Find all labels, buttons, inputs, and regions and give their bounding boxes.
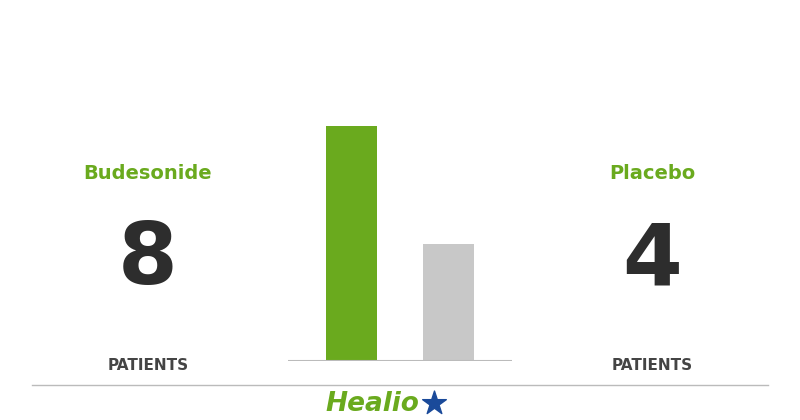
Text: PATIENTS: PATIENTS bbox=[107, 358, 189, 373]
Text: At week 10, pretreatment with budesonide was associated: At week 10, pretreatment with budesonide… bbox=[65, 32, 735, 51]
Text: Healio: Healio bbox=[325, 391, 419, 417]
Text: Placebo: Placebo bbox=[609, 164, 695, 183]
Bar bbox=[423, 244, 474, 361]
Text: 8: 8 bbox=[118, 219, 178, 302]
Text: with a nonsignificant higher response rate:: with a nonsignificant higher response ra… bbox=[153, 84, 647, 103]
Text: Budesonide: Budesonide bbox=[84, 164, 212, 183]
Text: PATIENTS: PATIENTS bbox=[611, 358, 693, 373]
Bar bbox=[326, 126, 377, 361]
Text: 4: 4 bbox=[622, 219, 682, 302]
